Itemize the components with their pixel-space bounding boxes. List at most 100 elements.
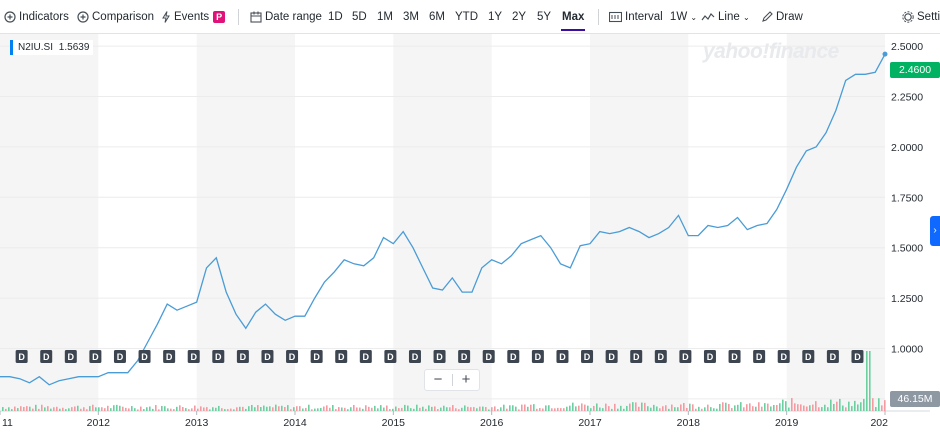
dividend-event-marker[interactable]: D — [826, 350, 839, 363]
range-ytd[interactable]: YTD — [455, 11, 478, 23]
volume-bar — [857, 404, 859, 411]
dividend-event-marker[interactable]: D — [753, 350, 766, 363]
zoom-out-button[interactable]: − — [433, 371, 443, 388]
dividend-marker-label: D — [313, 352, 320, 362]
volume-bar — [305, 407, 307, 411]
dividend-event-marker[interactable]: D — [728, 350, 741, 363]
date-range-button[interactable]: Date range — [250, 10, 322, 24]
interval-dropdown[interactable]: Interval 1W ⌄ — [609, 10, 697, 25]
volume-bar — [656, 406, 658, 411]
dividend-event-marker[interactable]: D — [531, 350, 544, 363]
range-6m[interactable]: 6M — [429, 11, 445, 23]
volume-bar — [215, 407, 217, 411]
volume-bar — [755, 406, 757, 411]
dividend-marker-label: D — [264, 352, 271, 362]
volume-bar — [116, 404, 118, 411]
range-5d[interactable]: 5D — [352, 11, 367, 23]
dividend-event-marker[interactable]: D — [654, 350, 667, 363]
dividend-event-marker[interactable]: D — [138, 350, 151, 363]
dividend-event-marker[interactable]: D — [605, 350, 618, 363]
dividend-marker-box — [851, 350, 864, 363]
volume-bar — [203, 407, 205, 411]
dividend-event-marker[interactable]: D — [40, 350, 53, 363]
x-tick-label: 2016 — [480, 417, 504, 429]
volume-bar — [449, 407, 451, 411]
range-5y[interactable]: 5Y — [537, 11, 552, 23]
volume-bar — [824, 404, 826, 411]
dividend-event-marker[interactable]: D — [802, 350, 815, 363]
dividend-event-marker[interactable]: D — [679, 350, 692, 363]
volume-bar — [401, 407, 403, 411]
interval-label: Interval — [625, 11, 663, 23]
legend-value: 1.5639 — [58, 42, 90, 53]
events-button[interactable]: Events P — [161, 10, 226, 24]
price-chart[interactable]: D D D D D D D D D D D D D D D D D D D D D D D D D D D D D D D D D D D 11 20… — [0, 34, 940, 439]
dividend-event-marker[interactable]: D — [408, 350, 421, 363]
volume-bar — [188, 409, 190, 411]
dividend-event-marker[interactable]: D — [212, 350, 225, 363]
dividend-event-marker[interactable]: D — [851, 350, 864, 363]
range-3m[interactable]: 3M — [403, 11, 419, 23]
dividend-event-marker[interactable]: D — [581, 350, 594, 363]
series-legend[interactable]: N2IU.SI 1.5639 — [10, 40, 94, 55]
dividend-event-marker[interactable]: D — [507, 350, 520, 363]
dividend-event-marker[interactable]: D — [187, 350, 200, 363]
dividend-event-marker[interactable]: D — [261, 350, 274, 363]
volume-bar — [839, 398, 841, 411]
dividend-event-marker[interactable]: D — [113, 350, 126, 363]
volume-bar — [692, 404, 694, 411]
volume-bar — [380, 405, 382, 411]
dividend-event-marker[interactable]: D — [236, 350, 249, 363]
volume-bar — [569, 405, 571, 411]
price-line — [0, 53, 886, 386]
dividend-marker-box — [359, 350, 372, 363]
dividend-event-marker[interactable]: D — [482, 350, 495, 363]
dividend-event-marker[interactable]: D — [64, 350, 77, 363]
volume-bar — [239, 406, 241, 411]
dividend-event-marker[interactable]: D — [556, 350, 569, 363]
volume-bar — [533, 404, 535, 411]
line-chart-icon — [701, 13, 715, 21]
dividend-event-marker[interactable]: D — [359, 350, 372, 363]
dividend-marker-label: D — [68, 352, 75, 362]
toolbar-divider — [238, 9, 239, 25]
chart-type-dropdown[interactable]: Line ⌄ — [701, 10, 750, 25]
settings-button[interactable]: Settir — [902, 10, 940, 24]
volume-bar — [392, 408, 394, 411]
volume-bar — [230, 408, 232, 411]
volume-bar — [158, 409, 160, 411]
volume-bar — [77, 405, 79, 411]
dividend-event-marker[interactable]: D — [384, 350, 397, 363]
dividend-event-marker[interactable]: D — [286, 350, 299, 363]
volume-bar — [728, 403, 730, 411]
draw-button[interactable]: Draw — [761, 10, 803, 24]
comparison-button[interactable]: Comparison — [77, 10, 154, 24]
dividend-event-marker[interactable]: D — [433, 350, 446, 363]
dividend-event-marker[interactable]: D — [777, 350, 790, 363]
volume-bar — [605, 403, 607, 411]
dividend-event-marker[interactable]: D — [335, 350, 348, 363]
range-1m[interactable]: 1M — [377, 11, 393, 23]
dividend-event-marker[interactable]: D — [630, 350, 643, 363]
dividend-event-marker[interactable]: D — [310, 350, 323, 363]
dividend-event-marker[interactable]: D — [458, 350, 471, 363]
range-2y[interactable]: 2Y — [512, 11, 527, 23]
range-1d[interactable]: 1D — [328, 11, 343, 23]
dividend-event-marker[interactable]: D — [703, 350, 716, 363]
volume-bar — [737, 404, 739, 411]
volume-bar — [86, 409, 88, 411]
last-price-dot — [882, 51, 888, 57]
expand-panel-button[interactable]: › — [930, 216, 940, 246]
range-max[interactable]: Max — [562, 11, 585, 23]
volume-bar — [638, 406, 640, 411]
dividend-event-marker[interactable]: D — [15, 350, 28, 363]
dividend-event-marker[interactable]: D — [89, 350, 102, 363]
x-tick-label: 2019 — [775, 417, 799, 429]
pencil-icon — [762, 11, 773, 22]
dividend-event-marker[interactable]: D — [163, 350, 176, 363]
range-1y[interactable]: 1Y — [488, 11, 503, 23]
dividend-marker-box — [507, 350, 520, 363]
zoom-in-button[interactable]: + — [461, 371, 471, 388]
indicators-button[interactable]: Indicators — [4, 10, 69, 24]
volume-tag: 46.15M — [890, 391, 940, 407]
